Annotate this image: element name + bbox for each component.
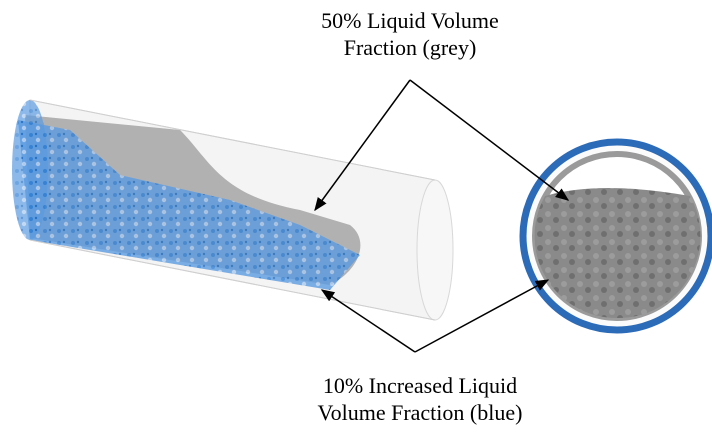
page: {"top_label": {"lines": ["50% Liquid Vol… xyxy=(0,0,712,434)
bottom-label: 10% Increased Liquid xyxy=(323,373,517,398)
top-label: Fraction (grey) xyxy=(344,35,477,60)
top-label: 50% Liquid Volume xyxy=(321,8,499,33)
pipe-cross-section xyxy=(523,142,711,330)
bottom-label: Volume Fraction (blue) xyxy=(318,400,523,425)
pipe-side-view xyxy=(12,100,453,320)
figure: 50% Liquid Volume Fraction (grey) 10% In… xyxy=(0,0,712,434)
